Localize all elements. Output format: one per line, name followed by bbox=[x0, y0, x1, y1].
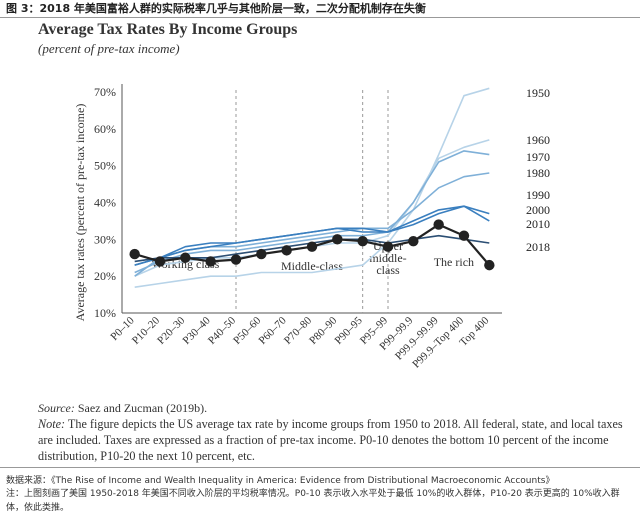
source-text: Saez and Zucman (2019b). bbox=[77, 401, 208, 415]
series-point-2018 bbox=[433, 219, 444, 230]
series-point-2018 bbox=[205, 256, 216, 267]
group-label: middle- bbox=[369, 251, 406, 265]
note-paragraph: Note: The figure depicts the US average … bbox=[38, 416, 634, 464]
series-point-2018 bbox=[306, 241, 318, 252]
series-point-2018 bbox=[357, 235, 368, 247]
series-label-1980: 1980 bbox=[526, 166, 550, 180]
group-label: class bbox=[376, 263, 400, 277]
series-point-2018 bbox=[180, 252, 191, 263]
y-tick-label: 10% bbox=[94, 306, 116, 320]
series-point-2018 bbox=[382, 241, 394, 252]
y-axis-label: Average tax rates (percent of pre-tax in… bbox=[73, 104, 87, 322]
chart-subtitle: (percent of pre-tax income) bbox=[38, 41, 180, 56]
series-point-2018 bbox=[281, 245, 292, 256]
series-label-1970: 1970 bbox=[526, 150, 550, 164]
series-point-2018 bbox=[408, 235, 419, 247]
series-label-2018: 2018 bbox=[526, 240, 550, 254]
divider bbox=[0, 467, 640, 468]
y-tick-label: 40% bbox=[94, 196, 116, 210]
note-text: The figure depicts the US average tax ra… bbox=[38, 417, 623, 463]
footer-note: 注：上图刻画了美国 1950-2018 年美国不同收入阶层的平均税率情况。P0-… bbox=[6, 489, 620, 513]
chart-title: Average Tax Rates By Income Groups bbox=[38, 21, 298, 38]
series-point-2018 bbox=[332, 234, 343, 245]
series-label-1990: 1990 bbox=[526, 188, 550, 202]
series-point-2018 bbox=[458, 230, 470, 241]
group-label: The rich bbox=[434, 255, 474, 269]
series-label-1960: 1960 bbox=[526, 133, 550, 147]
y-tick-label: 50% bbox=[94, 159, 116, 173]
series-point-2018 bbox=[256, 248, 267, 260]
y-tick-label: 30% bbox=[94, 232, 116, 246]
note-label: Note: bbox=[38, 417, 66, 431]
source-line: Source: Saez and Zucman (2019b). bbox=[38, 401, 207, 416]
x-tick-label: Top 400 bbox=[457, 314, 491, 348]
series-label-1950: 1950 bbox=[526, 86, 550, 100]
source-label: Source: bbox=[38, 401, 75, 415]
series-point-2018 bbox=[129, 248, 140, 260]
footer-source: 数据来源：《The Rise of Income and Wealth Ineq… bbox=[6, 476, 555, 486]
group-label: Middle-class bbox=[281, 259, 343, 273]
tax-rate-line-chart: Average tax rates (percent of pre-tax in… bbox=[73, 84, 550, 371]
series-point-2018 bbox=[484, 259, 495, 271]
series-point-2018 bbox=[230, 254, 242, 265]
y-tick-label: 70% bbox=[94, 85, 116, 99]
series-line-2000 bbox=[134, 205, 490, 266]
series-point-2018 bbox=[154, 256, 166, 267]
y-tick-label: 60% bbox=[94, 122, 116, 136]
series-label-2010: 2010 bbox=[526, 217, 550, 231]
y-tick-label: 20% bbox=[94, 269, 116, 283]
figure-caption: 图 3：2018 年美国富裕人群的实际税率几乎与其他阶层一致，二次分配机制存在失… bbox=[0, 0, 640, 18]
series-line-1970 bbox=[134, 150, 490, 274]
series-label-2000: 2000 bbox=[526, 203, 550, 217]
